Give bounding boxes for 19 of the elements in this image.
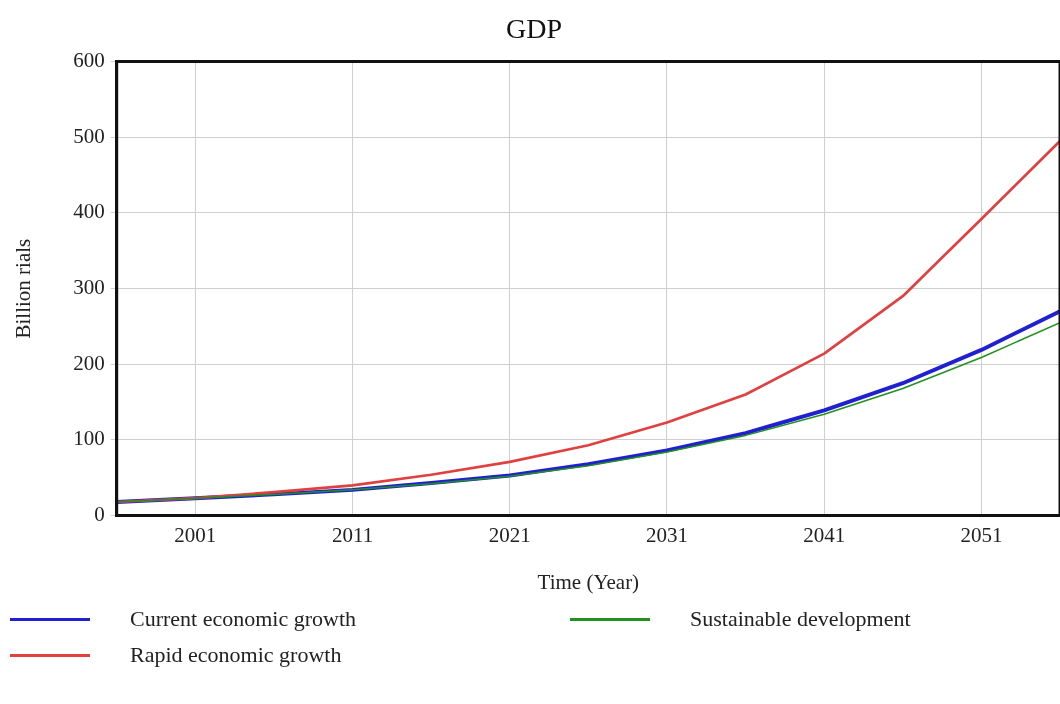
legend-label: Current economic growth <box>130 606 357 632</box>
x-tick-label: 2041 <box>803 522 846 547</box>
y-axis-title: Billion rials <box>11 238 36 339</box>
chart-title: GDP <box>505 13 563 45</box>
y-tick-label: 400 <box>73 199 105 224</box>
x-tick-label: 2001 <box>174 522 217 547</box>
x-tick-label: 2021 <box>488 522 531 547</box>
x-tick-label: 2031 <box>645 522 688 547</box>
y-tick-label: 0 <box>94 502 105 527</box>
legend-label: Rapid economic growth <box>130 642 342 668</box>
y-tick-label: 600 <box>73 48 105 73</box>
x-tick-label: 2051 <box>960 522 1003 547</box>
y-tick-label: 200 <box>73 350 105 375</box>
y-tick-label: 500 <box>73 123 105 148</box>
y-tick-label: 100 <box>73 426 105 451</box>
x-axis-title: Time (Year) <box>537 569 640 594</box>
y-tick-label: 300 <box>73 275 105 300</box>
legend-label: Sustainable development <box>690 606 911 632</box>
x-tick-label: 2011 <box>331 522 374 547</box>
